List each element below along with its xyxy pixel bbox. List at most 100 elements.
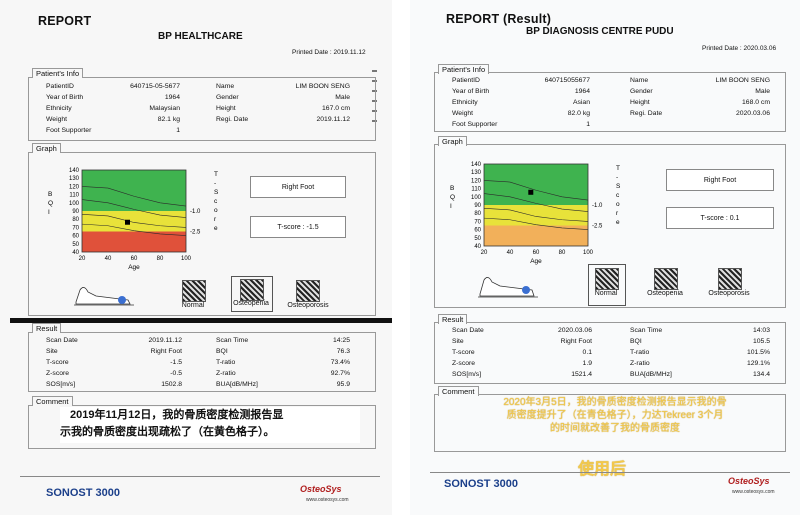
bqi-value: 76.3 [336,348,350,355]
tratio-label: T-ratio [216,359,236,366]
x-axis-label: Age [530,258,542,265]
osteoporosis-bone-icon [718,268,742,290]
y-tick-label: 90 [474,203,481,209]
brand-url: www.osteosys.com [306,497,349,503]
reference-curve [483,217,589,230]
left-report-page: REPORT BP HEALTHCARE Printed Date : 2019… [0,0,392,515]
comment-line-1: 2020年3月5日，我的骨质密度检测报告显示我的骨 [503,397,727,408]
foot-supporter-value: 1 [176,127,180,134]
osteoporosis-bone-icon [296,280,320,302]
scan-time-label: Scan Time [216,337,249,344]
y-tick-label: 40 [474,244,481,250]
osteopenia-caption: Osteopenia [647,290,683,297]
patient-info-tab: Patient's Info [32,68,84,78]
brand-logo: OsteoSys [300,484,342,494]
zratio-label: Z-ratio [216,370,236,377]
gender-label: Gender [216,94,239,101]
right-axis-label-letter: S [616,183,621,190]
y-tick-label: 40 [72,250,79,256]
height-label: Height [630,99,650,106]
report-title: REPORT [38,14,92,28]
name-value: LIM BOON SENG [715,77,770,84]
tscore-box: T-score : -1.5 [250,216,346,238]
name-label: Name [216,83,235,90]
scan-time-value: 14:03 [752,327,770,334]
right-axis-label-letter: - [616,174,618,181]
height-value: 168.0 cm [742,99,770,106]
section-divider [10,318,392,323]
sos-label: SOS[m/s] [46,381,76,388]
tscore-label: T-score [452,349,475,356]
right-axis-label-letter: c [616,192,620,199]
footer-rule [430,472,790,473]
comment-tab: Comment [438,386,479,396]
data-point [528,189,534,195]
y-tick-label: 50 [474,236,481,242]
osteopenia-bone-icon [240,279,264,301]
zratio-value: 92.7% [330,370,350,377]
name-value: LIM BOON SENG [295,83,350,90]
x-tick-label: 80 [559,250,566,256]
right-axis-label-letter: e [214,225,218,232]
reference-curve [483,207,589,222]
right-axis-label-letter: c [214,198,218,205]
sos-value: 1502.8 [161,381,182,388]
reference-curve [81,213,187,228]
right-report-page: REPORT (Result) BP DIAGNOSIS CENTRE PUDU… [410,0,800,515]
comment-text: 2019年11月12日，我的骨质密度检测报告显 示我的骨质密度出现疏松了（在黄色… [60,407,360,443]
yob-value: 1964 [164,94,180,101]
y-tick-label: 140 [471,162,482,168]
bqi-value: 105.5 [752,338,770,345]
yob-value: 1964 [574,88,590,95]
comment-line-3: 的时间就改善了我的骨质密度 [550,423,680,434]
reference-curve [483,180,589,201]
brand-url: www.osteosys.com [732,489,775,495]
gender-value: Male [755,88,770,95]
scan-date-label: Scan Date [452,327,484,334]
normal-zone [484,164,588,205]
result-tab: Result [32,323,62,333]
patient-id-label: PatientID [452,77,480,84]
y-tick-label: 70 [72,225,79,231]
x-tick-label: 40 [105,256,112,262]
patient-id-value: 640715-05-5677 [130,83,180,90]
y-tick-label: 90 [72,209,79,215]
y-tick-label: 100 [69,201,80,207]
ethnicity-label: Ethnicity [452,99,478,106]
ref-label-high: -1.0 [190,209,201,215]
data-point [125,219,130,225]
x-tick-label: 40 [507,250,514,256]
normal-caption: Normal [594,290,618,297]
page-edge-marks [372,70,377,130]
osteopenia-caption: Osteopenia [233,300,269,307]
osteoporosis-zone [82,231,186,252]
weight-value: 82.0 kg [567,110,590,117]
normal-caption: Normal [181,302,205,309]
result-section [434,322,786,384]
right-axis-label-letter: T [214,171,218,178]
tscore-box: T-score : 0.1 [666,207,774,229]
y-tick-label: 50 [72,242,79,248]
normal-bone-icon [595,268,619,290]
comment-line-1: 2019年11月12日，我的骨质密度检测报告显 [70,409,284,421]
site-label: Site [452,338,464,345]
y-axis-label-letter: B [450,185,454,192]
comment-tab: Comment [32,396,73,406]
right-axis-label-letter: S [214,189,219,196]
footer-rule [20,476,380,477]
y-tick-label: 100 [471,195,482,201]
reference-curve [81,223,187,236]
normal-bone-icon [182,280,206,302]
bua-label: BUA[dB/MHz] [630,371,672,378]
weight-value: 82.1 kg [157,116,180,123]
bua-value: 95.9 [336,381,350,388]
right-axis-label-letter: r [214,216,217,223]
patient-info-section [28,77,376,141]
reference-curve [483,193,589,212]
patient-id-value: 640715055677 [544,77,590,84]
y-tick-label: 60 [474,228,481,234]
reg-date-value: 2020.03.06 [735,110,770,117]
x-tick-label: 80 [157,256,164,262]
normal-zone [82,170,186,211]
